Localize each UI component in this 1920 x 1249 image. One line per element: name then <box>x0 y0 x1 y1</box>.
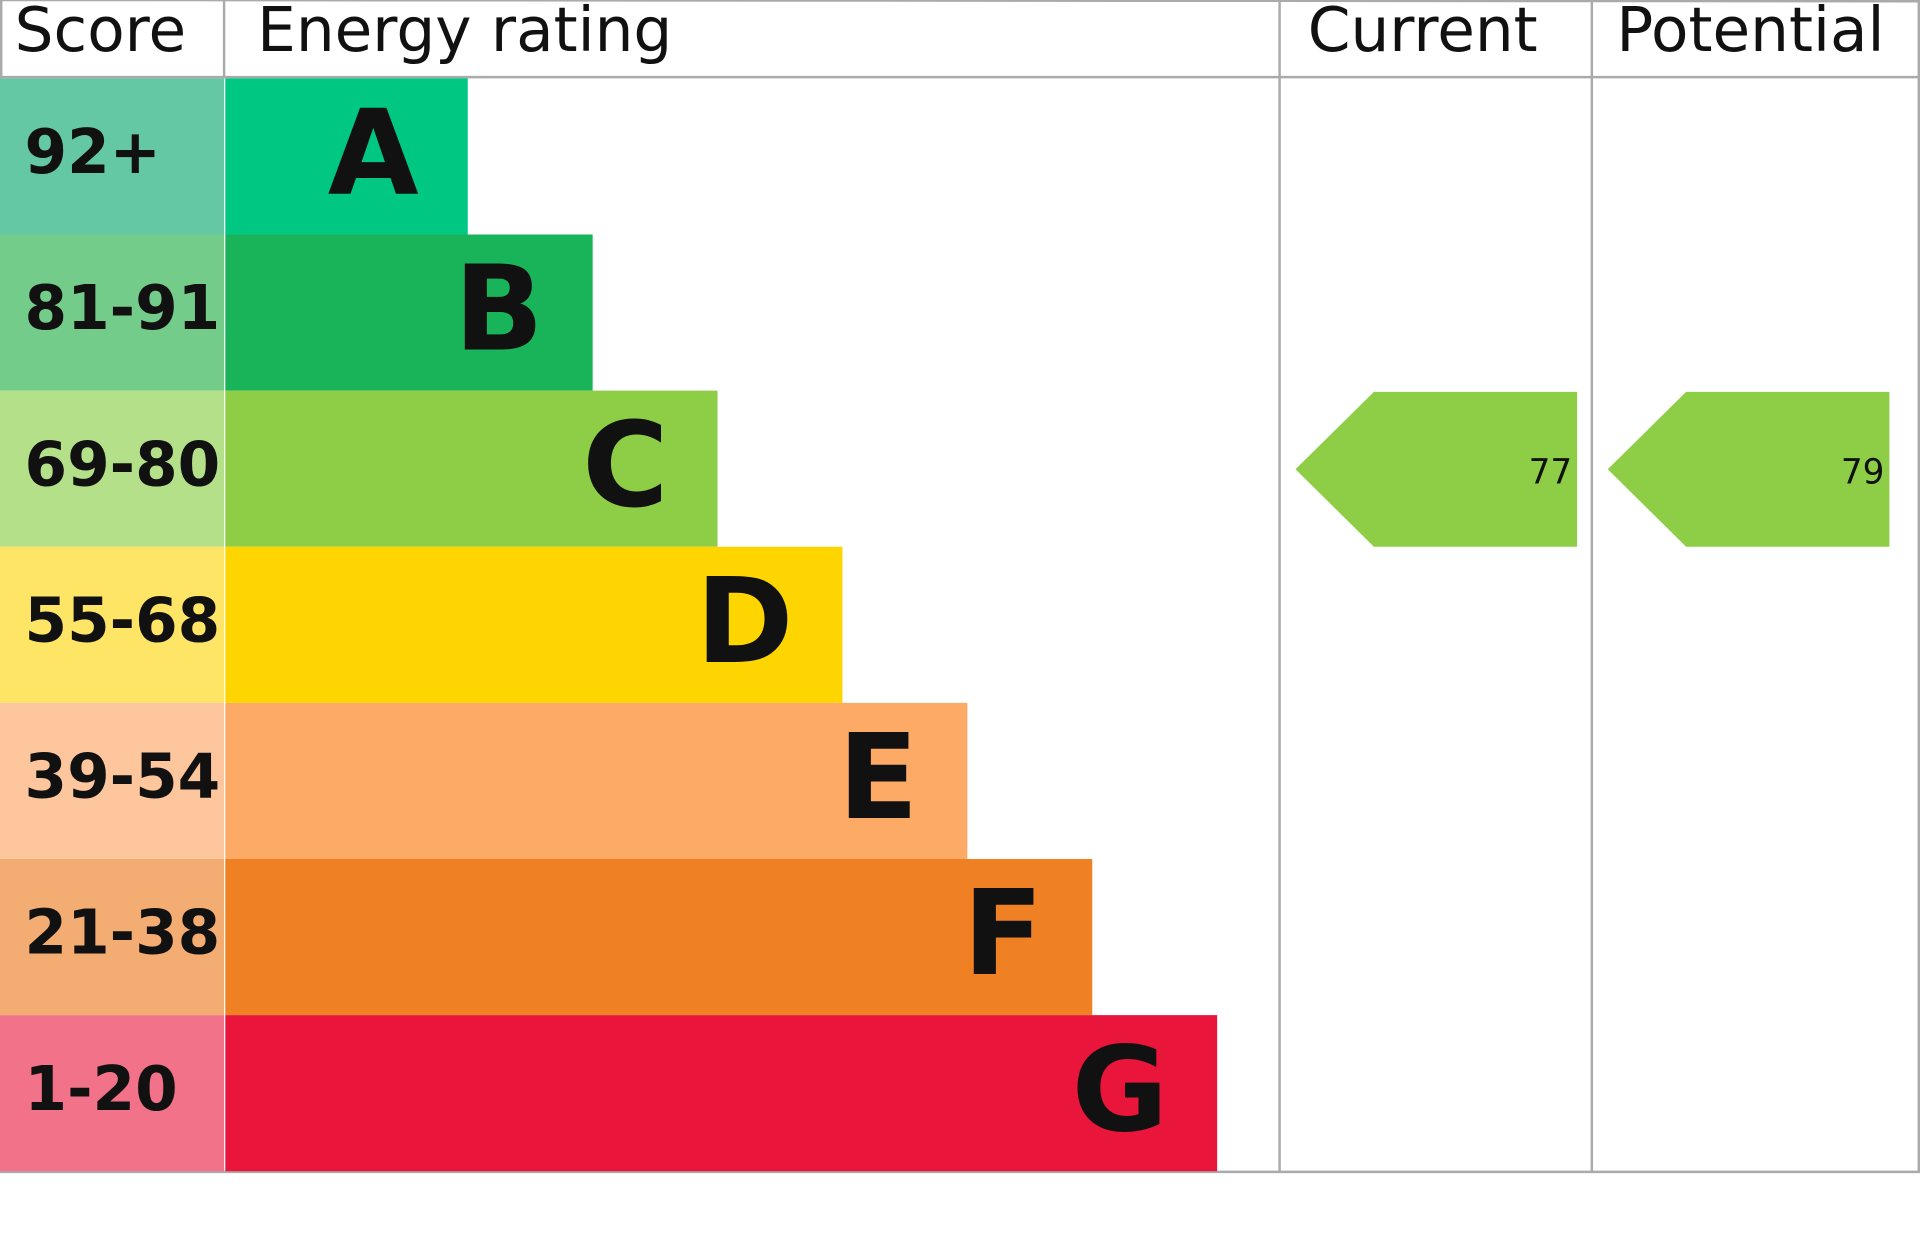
rating-letter: C <box>582 397 668 534</box>
potential-arrow <box>1607 391 1890 547</box>
rating-bar <box>225 858 1093 1016</box>
score-cell <box>0 390 225 547</box>
rating-bar <box>225 702 968 859</box>
rating-letter: F <box>963 865 1043 1002</box>
score-label: 81-91 <box>24 273 220 344</box>
current-header: Current <box>1308 0 1538 66</box>
rating-bar <box>225 78 468 235</box>
score-label: 1-20 <box>24 1054 177 1125</box>
rating-letter: G <box>1072 1021 1168 1158</box>
rating-bar <box>225 1015 1218 1172</box>
current-arrow <box>1295 391 1578 547</box>
rating-letter: E <box>838 709 918 846</box>
score-cell <box>0 858 225 1016</box>
score-cell <box>0 1015 225 1172</box>
score-label: 21-38 <box>24 898 220 969</box>
potential-value: 79 <box>1841 453 1885 493</box>
potential-header: Potential <box>1616 0 1884 66</box>
score-cell <box>0 546 225 703</box>
rating-header: Energy rating <box>257 0 672 66</box>
current-value: 77 <box>1529 453 1573 493</box>
score-label: 39-54 <box>24 742 220 813</box>
rating-bar <box>225 234 593 391</box>
score-cell <box>0 702 225 859</box>
rating-letter: B <box>454 241 544 378</box>
score-label: 92+ <box>24 117 160 188</box>
rating-bar <box>225 390 718 547</box>
score-cell <box>0 78 225 235</box>
score-cell <box>0 234 225 391</box>
score-label: 55-68 <box>24 585 220 656</box>
rating-bar <box>225 546 843 703</box>
score-label: 69-80 <box>24 429 220 500</box>
rating-letter: A <box>328 85 419 222</box>
rating-letter: D <box>696 553 794 690</box>
border <box>1 0 1919 3</box>
score-header: Score <box>15 0 186 66</box>
